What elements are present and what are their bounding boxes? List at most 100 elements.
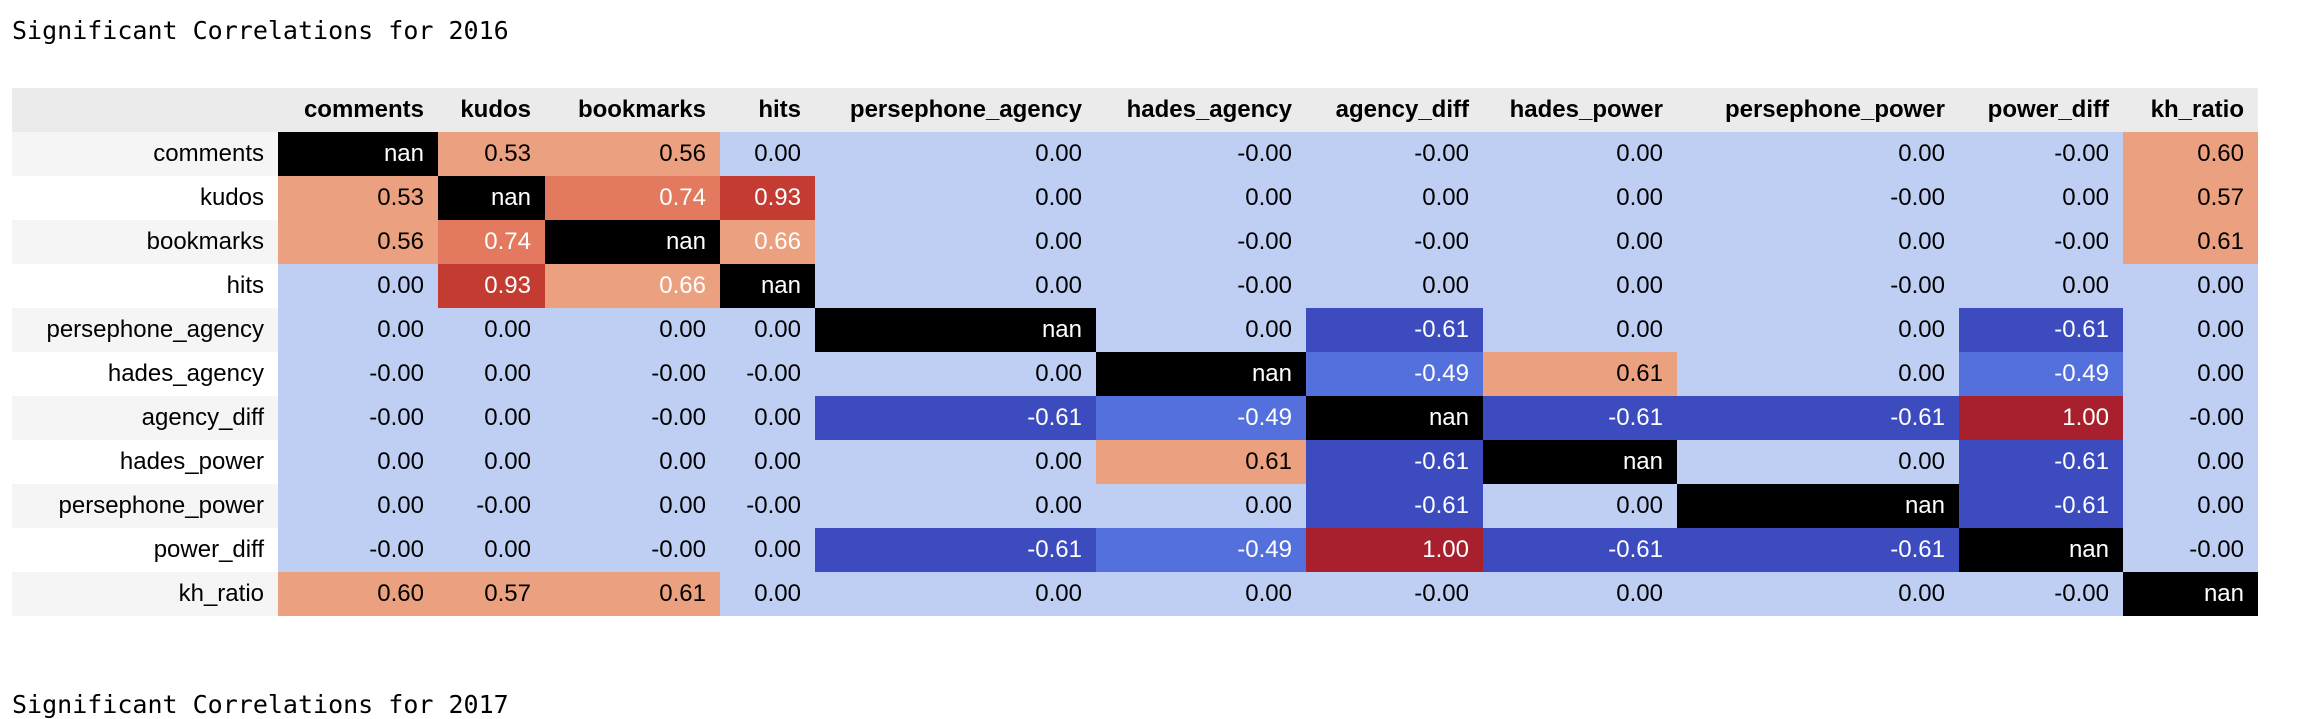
heatmap-cell-hits-kudos: 0.93 — [438, 264, 545, 308]
column-header-persephone-agency: persephone_agency — [815, 88, 1096, 132]
heatmap-cell-persephone-power-hades-agency: 0.00 — [1096, 484, 1306, 528]
heatmap-cell-persephone-power-persephone-agency: 0.00 — [815, 484, 1096, 528]
heatmap-cell-bookmarks-power-diff: -0.00 — [1959, 220, 2123, 264]
table-row: agency_diff -0.00 0.00 -0.00 0.00 -0.61 -0.49 n… — [12, 396, 2258, 440]
heatmap-cell-kudos-kudos: nan — [438, 176, 545, 220]
heatmap-cell-comments-kh-ratio: 0.60 — [2123, 132, 2258, 176]
heatmap-cell-kudos-persephone-power: -0.00 — [1677, 176, 1959, 220]
heatmap-cell-bookmarks-hits: 0.66 — [720, 220, 815, 264]
heatmap-cell-kh-ratio-hades-power: 0.00 — [1483, 572, 1677, 616]
heatmap-cell-bookmarks-persephone-power: 0.00 — [1677, 220, 1959, 264]
heatmap-cell-bookmarks-hades-agency: -0.00 — [1096, 220, 1306, 264]
row-header-comments: comments — [12, 132, 278, 176]
heatmap-cell-hades-power-hits: 0.00 — [720, 440, 815, 484]
heatmap-cell-agency-diff-persephone-agency: -0.61 — [815, 396, 1096, 440]
heatmap-cell-persephone-power-hits: -0.00 — [720, 484, 815, 528]
column-header-bookmarks: bookmarks — [545, 88, 720, 132]
heatmap-cell-comments-hades-agency: -0.00 — [1096, 132, 1306, 176]
table-row: hades_agency -0.00 0.00 -0.00 -0.00 0.00 nan -0… — [12, 352, 2258, 396]
row-header-kudos: kudos — [12, 176, 278, 220]
heatmap-cell-power-diff-power-diff: nan — [1959, 528, 2123, 572]
row-header-kh-ratio: kh_ratio — [12, 572, 278, 616]
heatmap-cell-bookmarks-persephone-agency: 0.00 — [815, 220, 1096, 264]
heatmap-cell-kh-ratio-bookmarks: 0.61 — [545, 572, 720, 616]
heatmap-cell-bookmarks-kudos: 0.74 — [438, 220, 545, 264]
heatmap-cell-hades-power-kudos: 0.00 — [438, 440, 545, 484]
heatmap-cell-persephone-power-comments: 0.00 — [278, 484, 438, 528]
heatmap-cell-hades-power-persephone-agency: 0.00 — [815, 440, 1096, 484]
row-header-agency-diff: agency_diff — [12, 396, 278, 440]
heatmap-cell-power-diff-agency-diff: 1.00 — [1306, 528, 1483, 572]
heatmap-cell-hits-kh-ratio: 0.00 — [2123, 264, 2258, 308]
heatmap-cell-hades-power-bookmarks: 0.00 — [545, 440, 720, 484]
heatmap-cell-agency-diff-hits: 0.00 — [720, 396, 815, 440]
heatmap-cell-bookmarks-agency-diff: -0.00 — [1306, 220, 1483, 264]
heatmap-cell-comments-bookmarks: 0.56 — [545, 132, 720, 176]
heatmap-cell-bookmarks-hades-power: 0.00 — [1483, 220, 1677, 264]
heatmap-cell-kudos-agency-diff: 0.00 — [1306, 176, 1483, 220]
column-header-hades-agency: hades_agency — [1096, 88, 1306, 132]
heatmap-cell-agency-diff-comments: -0.00 — [278, 396, 438, 440]
table-title-2016: Significant Correlations for 2016 — [12, 16, 509, 45]
heatmap-cell-kh-ratio-kh-ratio: nan — [2123, 572, 2258, 616]
heatmap-cell-hades-power-hades-agency: 0.61 — [1096, 440, 1306, 484]
heatmap-cell-hades-power-kh-ratio: 0.00 — [2123, 440, 2258, 484]
heatmap-cell-kudos-hits: 0.93 — [720, 176, 815, 220]
heatmap-cell-persephone-power-agency-diff: -0.61 — [1306, 484, 1483, 528]
table-row: power_diff -0.00 0.00 -0.00 0.00 -0.61 -0.49 1.… — [12, 528, 2258, 572]
heatmap-cell-comments-agency-diff: -0.00 — [1306, 132, 1483, 176]
heatmap-cell-persephone-agency-bookmarks: 0.00 — [545, 308, 720, 352]
heatmap-cell-comments-persephone-agency: 0.00 — [815, 132, 1096, 176]
heatmap-cell-hits-persephone-power: -0.00 — [1677, 264, 1959, 308]
heatmap-cell-power-diff-persephone-agency: -0.61 — [815, 528, 1096, 572]
heatmap-cell-persephone-agency-persephone-power: 0.00 — [1677, 308, 1959, 352]
heatmap-cell-power-diff-comments: -0.00 — [278, 528, 438, 572]
row-header-bookmarks: bookmarks — [12, 220, 278, 264]
heatmap-cell-hades-power-hades-power: nan — [1483, 440, 1677, 484]
heatmap-cell-bookmarks-bookmarks: nan — [545, 220, 720, 264]
heatmap-cell-bookmarks-comments: 0.56 — [278, 220, 438, 264]
column-header-persephone-power: persephone_power — [1677, 88, 1959, 132]
heatmap-cell-persephone-agency-hits: 0.00 — [720, 308, 815, 352]
heatmap-cell-persephone-power-bookmarks: 0.00 — [545, 484, 720, 528]
heatmap-cell-hades-power-comments: 0.00 — [278, 440, 438, 484]
heatmap-cell-agency-diff-kh-ratio: -0.00 — [2123, 396, 2258, 440]
heatmap-cell-hades-agency-agency-diff: -0.49 — [1306, 352, 1483, 396]
heatmap-cell-kudos-kh-ratio: 0.57 — [2123, 176, 2258, 220]
heatmap-cell-kudos-power-diff: 0.00 — [1959, 176, 2123, 220]
heatmap-cell-comments-power-diff: -0.00 — [1959, 132, 2123, 176]
heatmap-cell-persephone-power-hades-power: 0.00 — [1483, 484, 1677, 528]
heatmap-cell-hades-power-agency-diff: -0.61 — [1306, 440, 1483, 484]
heatmap-cell-persephone-power-kh-ratio: 0.00 — [2123, 484, 2258, 528]
heatmap-cell-hits-hades-agency: -0.00 — [1096, 264, 1306, 308]
heatmap-cell-power-diff-kh-ratio: -0.00 — [2123, 528, 2258, 572]
table-row: kh_ratio 0.60 0.57 0.61 0.00 0.00 0.00 -0.00 0.0… — [12, 572, 2258, 616]
table-row: bookmarks 0.56 0.74 nan 0.66 0.00 -0.00 -0.00 0.… — [12, 220, 2258, 264]
heatmap-cell-hades-agency-hits: -0.00 — [720, 352, 815, 396]
heatmap-cell-agency-diff-hades-power: -0.61 — [1483, 396, 1677, 440]
correlation-table: comments kudos bookmarks hits persephone_age… — [12, 88, 2258, 616]
heatmap-cell-kudos-hades-agency: 0.00 — [1096, 176, 1306, 220]
row-header-power-diff: power_diff — [12, 528, 278, 572]
heatmap-cell-persephone-agency-kh-ratio: 0.00 — [2123, 308, 2258, 352]
heatmap-cell-hades-agency-hades-agency: nan — [1096, 352, 1306, 396]
column-header-hades-power: hades_power — [1483, 88, 1677, 132]
heatmap-cell-hades-power-power-diff: -0.61 — [1959, 440, 2123, 484]
heatmap-cell-kh-ratio-comments: 0.60 — [278, 572, 438, 616]
heatmap-cell-power-diff-hades-agency: -0.49 — [1096, 528, 1306, 572]
heatmap-cell-comments-persephone-power: 0.00 — [1677, 132, 1959, 176]
heatmap-cell-hades-agency-power-diff: -0.49 — [1959, 352, 2123, 396]
heatmap-cell-hits-hits: nan — [720, 264, 815, 308]
heatmap-cell-comments-kudos: 0.53 — [438, 132, 545, 176]
heatmap-cell-agency-diff-hades-agency: -0.49 — [1096, 396, 1306, 440]
heatmap-cell-persephone-agency-persephone-agency: nan — [815, 308, 1096, 352]
heatmap-cell-kh-ratio-agency-diff: -0.00 — [1306, 572, 1483, 616]
heatmap-cell-comments-hades-power: 0.00 — [1483, 132, 1677, 176]
heatmap-cell-persephone-agency-hades-power: 0.00 — [1483, 308, 1677, 352]
table-row: persephone_agency 0.00 0.00 0.00 0.00 nan 0.00… — [12, 308, 2258, 352]
table-row: comments nan 0.53 0.56 0.00 0.00 -0.00 -0.00 0.0… — [12, 132, 2258, 176]
heatmap-cell-persephone-power-power-diff: -0.61 — [1959, 484, 2123, 528]
heatmap-cell-kudos-comments: 0.53 — [278, 176, 438, 220]
heatmap-cell-agency-diff-agency-diff: nan — [1306, 396, 1483, 440]
heatmap-cell-hades-agency-comments: -0.00 — [278, 352, 438, 396]
